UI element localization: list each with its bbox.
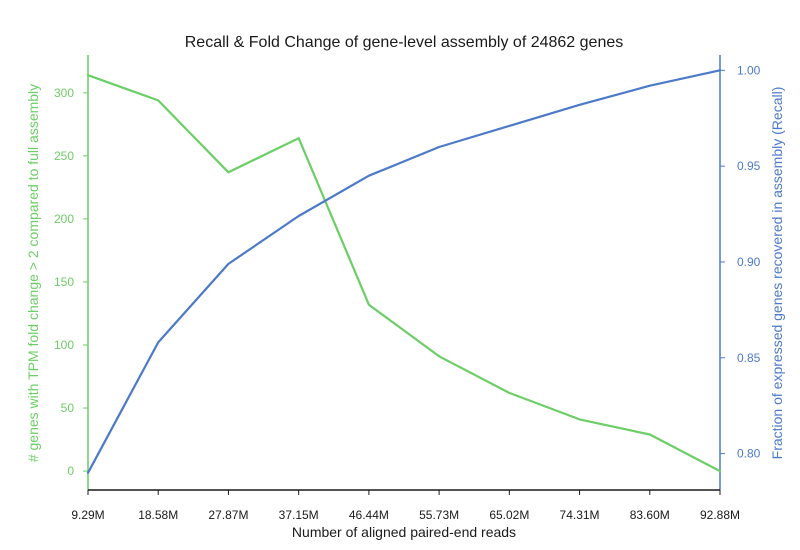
x-tick-label: 46.44M [349, 508, 389, 522]
x-axis-label: Number of aligned paired-end reads [292, 524, 516, 540]
x-tick-label: 18.58M [138, 508, 178, 522]
chart-title: Recall & Fold Change of gene-level assem… [185, 34, 624, 51]
x-tick-label: 9.29M [71, 508, 104, 522]
y-right-tick-label: 0.95 [737, 159, 761, 173]
series-line-right [86, 69, 722, 474]
y-left-tick-label: 200 [54, 212, 74, 226]
y-left-tick-label: 150 [54, 275, 74, 289]
axes: 9.29M 18.58M 27.87M 37.15M 46.44M 55.73M 65.02… [54, 55, 761, 522]
series-line-left [86, 74, 722, 473]
series-layer [86, 69, 722, 474]
y-left-tick-label: 0 [67, 464, 74, 478]
y-left-tick-label: 50 [61, 401, 75, 415]
y-axis-right-label: Fraction of expressed genes recovered in… [769, 87, 785, 460]
y-right-tick-label: 0.85 [737, 351, 761, 365]
y-right-tick-label: 0.90 [737, 255, 761, 269]
x-tick-label: 74.31M [560, 508, 600, 522]
x-tick-label: 83.60M [630, 508, 670, 522]
y-right-tick-label: 0.80 [737, 447, 761, 461]
y-left-tick-label: 300 [54, 86, 74, 100]
y-axis-left-label: # genes with TPM fold change > 2 compare… [25, 84, 41, 462]
x-tick-label: 55.73M [419, 508, 459, 522]
x-tick-label: 27.87M [208, 508, 248, 522]
y-left-tick-label: 100 [54, 338, 74, 352]
x-tick-label: 92.88M [700, 508, 740, 522]
y-left-tick-label: 250 [54, 149, 74, 163]
x-tick-label: 37.15M [279, 508, 319, 522]
x-tick-label: 65.02M [489, 508, 529, 522]
y-right-tick-label: 1.00 [737, 63, 761, 77]
